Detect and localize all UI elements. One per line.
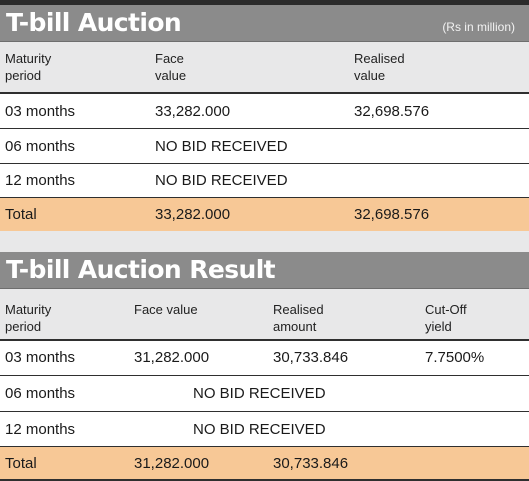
- tbill-auction-result-title: T-bill Auction Result: [6, 255, 276, 284]
- no-bid-note: NO BID RECEIVED: [155, 172, 288, 189]
- row-cutoff-yield: 7.7500%: [425, 349, 485, 366]
- row-maturity: 12 months: [5, 172, 76, 189]
- table-row: 03 months 33,282.000 32,698.576: [0, 94, 529, 129]
- row-maturity: 06 months: [5, 385, 76, 402]
- total-realised-value: 32,698.576: [354, 206, 430, 223]
- col-maturity-period: Maturity period: [5, 50, 51, 84]
- total-row: Total 31,282.000 30,733.846: [0, 446, 529, 481]
- tbill-auction-result-table: T-bill Auction Result Maturity period Fa…: [0, 252, 529, 481]
- row-maturity: 12 months: [5, 421, 76, 438]
- col-face-line2: value: [155, 68, 187, 83]
- result-column-header: Maturity period Face value Realised amou…: [0, 289, 529, 341]
- total-face-value: 31,282.000: [134, 455, 210, 472]
- total-row: Total 33,282.000 32,698.576: [0, 197, 529, 233]
- total-label: Total: [5, 455, 37, 472]
- col-face-value: Face value: [155, 50, 186, 84]
- tbill-auction-table: T-bill Auction (Rs in million) Maturity …: [0, 5, 529, 233]
- tbill-auction-header: T-bill Auction (Rs in million): [0, 5, 529, 42]
- table-row: 12 months NO BID RECEIVED: [0, 412, 529, 446]
- col-cutoff-line2: yield: [425, 319, 452, 334]
- col-face-line1: Face: [155, 51, 184, 66]
- col-realised-value: Realised value: [354, 50, 405, 84]
- row-maturity: 06 months: [5, 138, 76, 155]
- col-maturity-line2: period: [5, 319, 42, 334]
- col-realised-amount: Realised amount: [273, 301, 324, 335]
- tbill-auction-title: T-bill Auction: [6, 8, 182, 37]
- col-realised-line2: amount: [273, 319, 317, 334]
- total-label: Total: [5, 206, 37, 223]
- row-realised-amount: 30,733.846: [273, 349, 349, 366]
- col-maturity-line2: period: [5, 68, 42, 83]
- table-row: 06 months NO BID RECEIVED: [0, 376, 529, 412]
- row-maturity: 03 months: [5, 349, 76, 366]
- col-cutoff-line1: Cut-Off: [425, 302, 467, 317]
- col-realised-line1: Realised: [354, 51, 405, 66]
- total-face-value: 33,282.000: [155, 206, 231, 223]
- col-realised-line2: value: [354, 68, 386, 83]
- no-bid-note: NO BID RECEIVED: [193, 421, 326, 438]
- col-face-value: Face value: [134, 301, 198, 318]
- no-bid-note: NO BID RECEIVED: [193, 385, 326, 402]
- col-maturity-line1: Maturity: [5, 51, 52, 66]
- col-realised-line1: Realised: [273, 302, 324, 317]
- row-face-value: 33,282.000: [155, 103, 231, 120]
- unit-label: (Rs in million): [442, 20, 515, 34]
- tbill-auction-result-header: T-bill Auction Result: [0, 252, 529, 289]
- tbill-auction-column-header: Maturity period Face value Realised valu…: [0, 42, 529, 94]
- top-rule: [0, 0, 529, 5]
- row-face-value: 31,282.000: [134, 349, 210, 366]
- section-gap: [0, 231, 529, 252]
- col-face-line1: Face value: [134, 302, 198, 317]
- row-realised-value: 32,698.576: [354, 103, 430, 120]
- no-bid-note: NO BID RECEIVED: [155, 138, 288, 155]
- col-cutoff-yield: Cut-Off yield: [425, 301, 467, 335]
- total-realised-amount: 30,733.846: [273, 455, 349, 472]
- table-row: 12 months NO BID RECEIVED: [0, 164, 529, 197]
- table-row: 06 months NO BID RECEIVED: [0, 129, 529, 164]
- col-maturity-line1: Maturity: [5, 302, 52, 317]
- col-maturity-period: Maturity period: [5, 301, 51, 335]
- row-maturity: 03 months: [5, 103, 76, 120]
- table-row: 03 months 31,282.000 30,733.846 7.7500%: [0, 341, 529, 376]
